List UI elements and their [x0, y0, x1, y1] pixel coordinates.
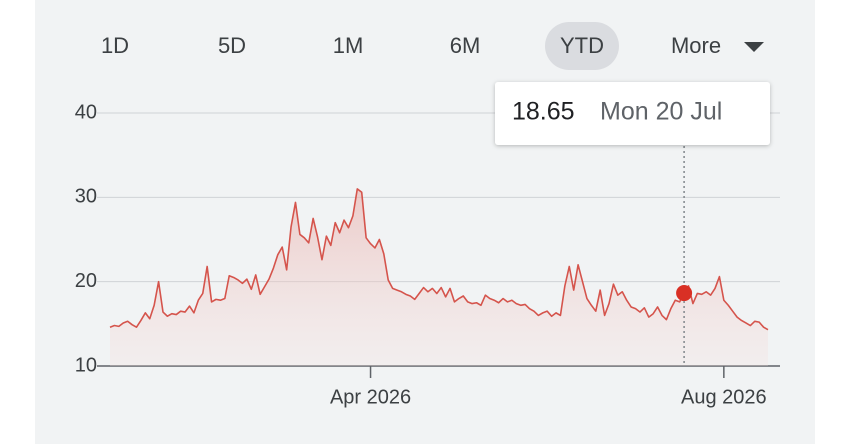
tooltip-date: Mon 20 Jul: [600, 98, 722, 126]
selected-pill: [545, 22, 619, 70]
highlight-dot: [676, 285, 693, 302]
range-button[interactable]: YTD: [560, 33, 604, 58]
range-button[interactable]: 1D: [101, 33, 129, 58]
range-button[interactable]: 5D: [218, 33, 246, 58]
range-button[interactable]: 6M: [450, 33, 481, 58]
y-tick-label: 20: [75, 270, 97, 292]
more-button[interactable]: More: [671, 33, 721, 58]
y-tick-label: 10: [75, 354, 97, 376]
plot-area: 10 20 30 40 Apr 2026 Aug 2026: [75, 101, 780, 408]
area: [110, 188, 768, 366]
y-tick-label: 30: [75, 186, 97, 208]
tooltip-value: 18.65: [512, 98, 575, 126]
tooltip-box: [495, 82, 770, 145]
x-tick-label: Apr 2026: [330, 386, 411, 408]
range-button[interactable]: 1M: [333, 33, 364, 58]
range-selector: 1D 5D 1M 6M YTD More: [101, 22, 764, 70]
panel: [35, 0, 815, 444]
dropdown-arrow: [744, 42, 764, 52]
y-tick-label: 40: [75, 101, 97, 123]
line: [109, 188, 769, 331]
x-tick-label: Aug 2026: [681, 386, 767, 408]
tooltip: 18.65 Mon 20 Jul: [495, 82, 770, 145]
